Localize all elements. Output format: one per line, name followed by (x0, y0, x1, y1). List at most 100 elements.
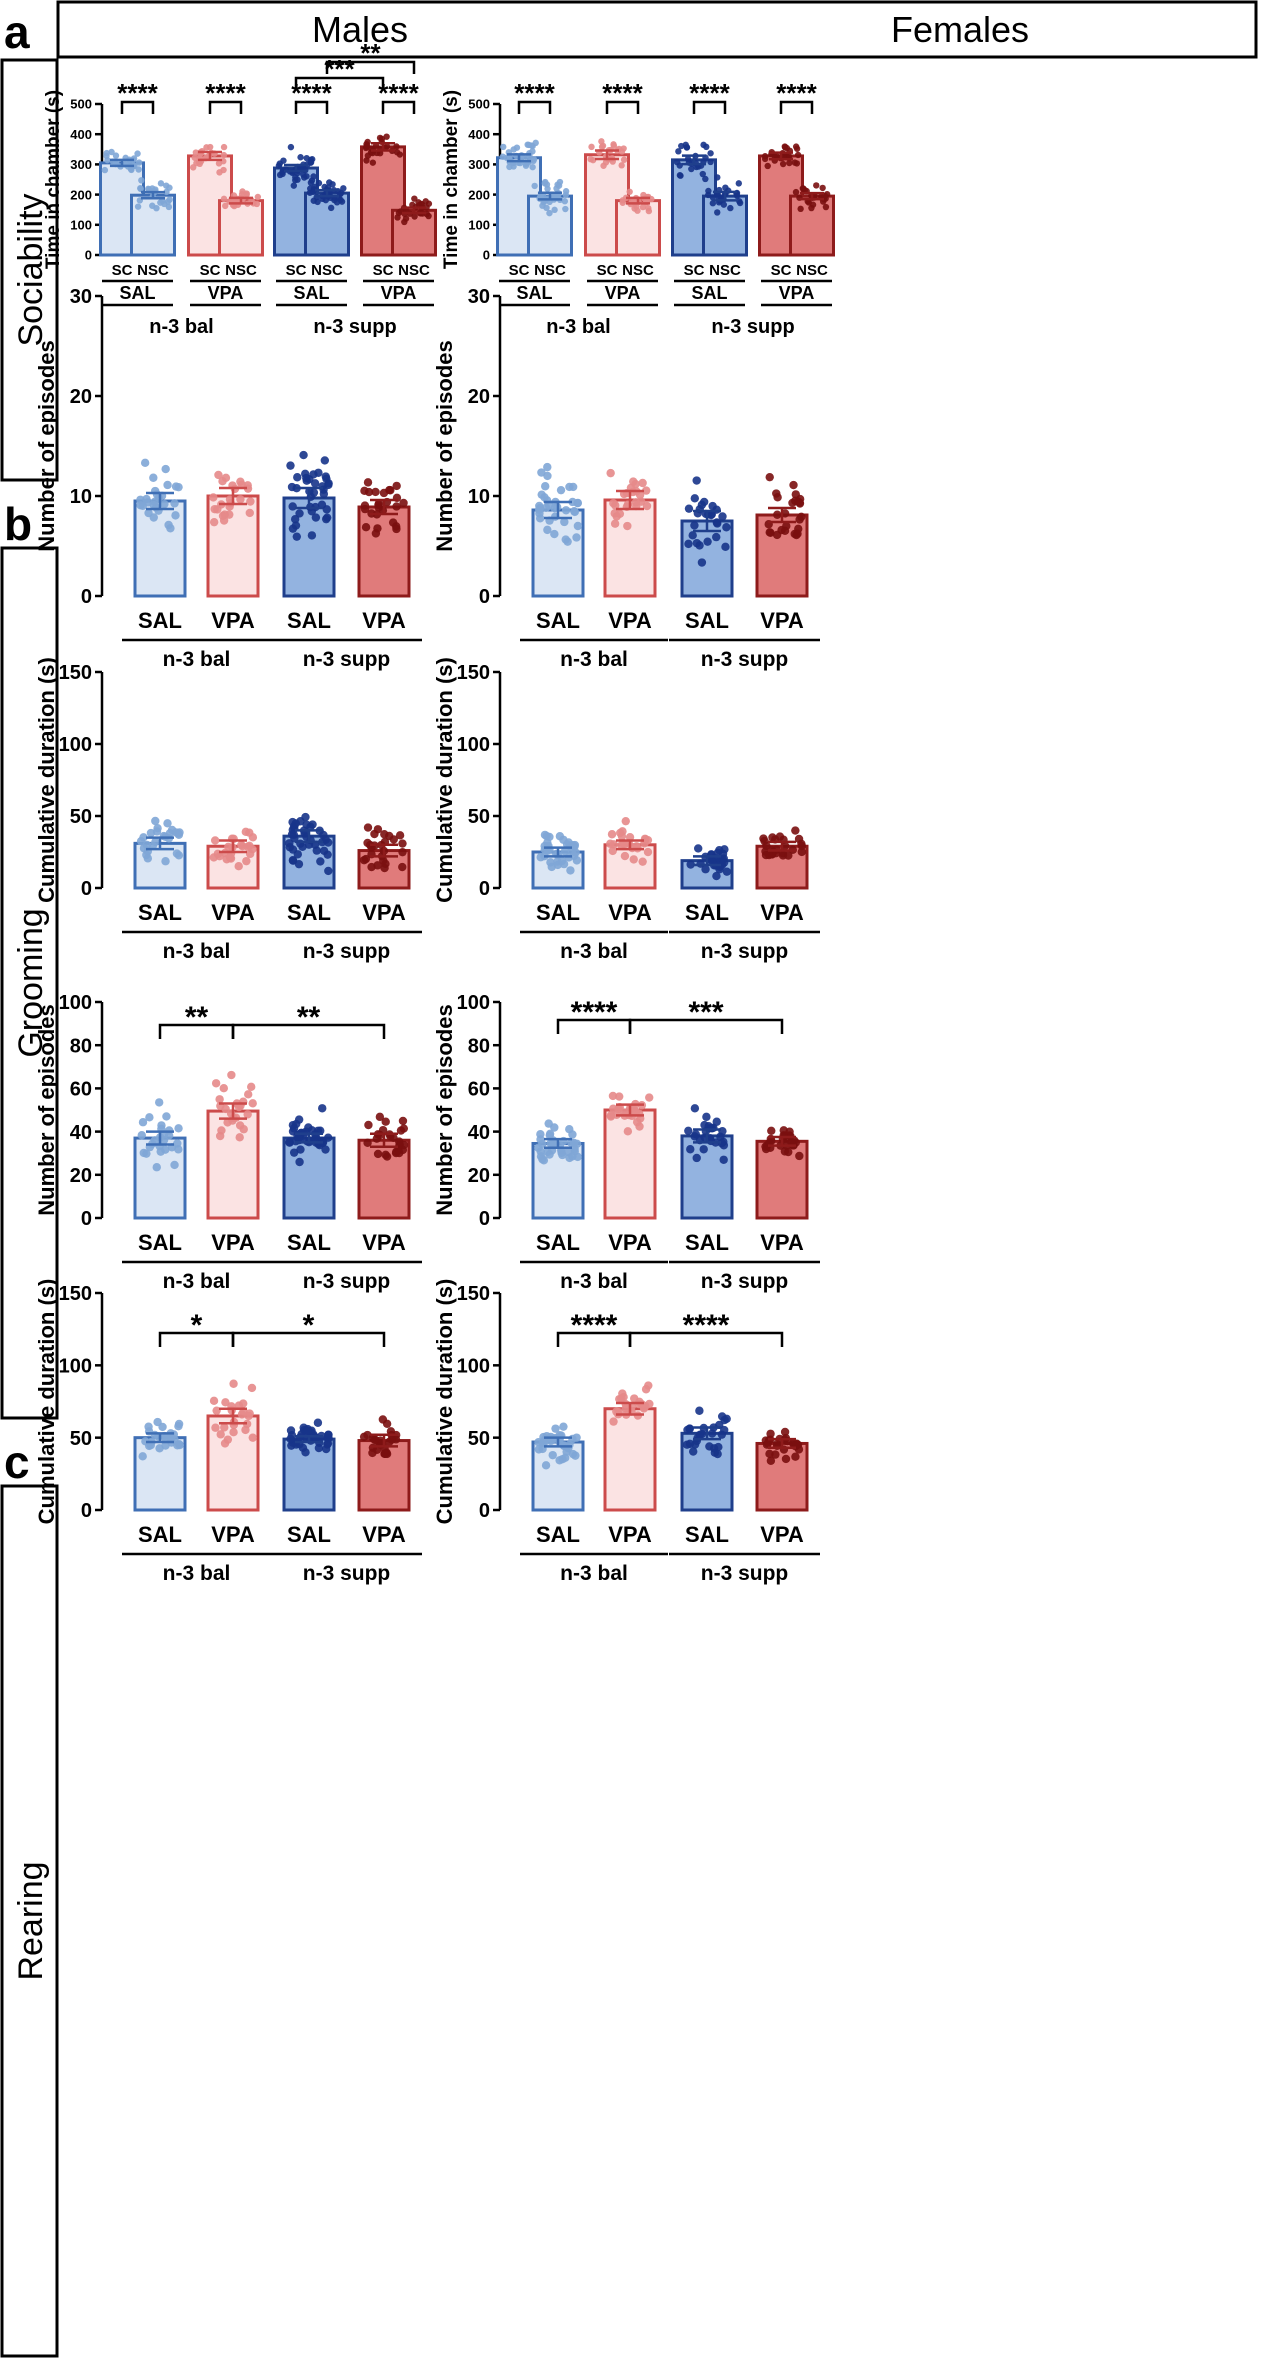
data-point (699, 1145, 708, 1154)
significance-label: *** (324, 54, 355, 84)
data-point (340, 185, 347, 192)
data-point (557, 856, 567, 866)
y-tick-label: 0 (81, 878, 92, 900)
diet-label: n-3 bal (149, 316, 213, 338)
data-point (170, 1160, 179, 1170)
data-point (819, 184, 826, 192)
x-tick-label: VPA (211, 1522, 255, 1547)
data-point (598, 138, 605, 145)
data-point (620, 851, 630, 861)
data-point (392, 481, 401, 491)
data-point (623, 521, 632, 531)
data-point (705, 191, 712, 199)
data-point (612, 512, 621, 521)
data-point (236, 495, 245, 504)
data-point (287, 482, 297, 492)
significance-label: **** (689, 78, 730, 108)
data-point (543, 471, 552, 481)
data-point (792, 188, 800, 196)
data-point (623, 1127, 633, 1136)
data-point (243, 1110, 252, 1119)
data-point (572, 1433, 581, 1442)
data-point (572, 856, 582, 865)
data-point (307, 156, 315, 164)
data-point (215, 1095, 224, 1104)
data-point (773, 510, 782, 519)
data-point (327, 204, 335, 212)
x-tick-label: SAL (536, 1230, 580, 1255)
data-point (784, 851, 793, 860)
data-point (690, 521, 699, 530)
data-point (568, 1130, 577, 1139)
data-point (151, 816, 160, 826)
data-point (539, 202, 546, 209)
data-point (541, 503, 551, 512)
data-point (361, 522, 371, 532)
data-point (398, 1116, 408, 1126)
y-tick-label: 60 (70, 1079, 92, 1101)
diet-label: n-3 bal (163, 648, 231, 671)
data-point (500, 143, 507, 151)
data-point (572, 533, 581, 542)
data-point (779, 1131, 788, 1140)
data-point (373, 861, 382, 870)
significance-bracket (231, 1331, 386, 1347)
data-point (712, 518, 722, 527)
data-point (712, 1117, 721, 1126)
data-point (288, 845, 298, 854)
data-point (364, 138, 371, 146)
data-point (556, 485, 566, 495)
significance-label: **** (776, 78, 817, 108)
data-point (629, 855, 638, 864)
data-point (712, 871, 721, 881)
data-point (392, 524, 401, 534)
data-point (562, 205, 569, 213)
data-point (164, 1131, 174, 1140)
data-point (174, 1439, 184, 1449)
x-tick-label: NSC (796, 262, 828, 279)
data-point (209, 517, 219, 527)
data-point (139, 833, 148, 842)
data-point (381, 859, 390, 869)
data-point (619, 199, 626, 206)
significance-bracket (294, 100, 329, 114)
diet-label: n-3 bal (560, 940, 628, 963)
data-point (538, 1154, 547, 1164)
data-point (144, 1422, 153, 1431)
data-point (221, 473, 231, 483)
data-point (719, 1155, 728, 1164)
data-point (395, 831, 405, 840)
data-point (791, 496, 800, 506)
data-point (689, 1447, 698, 1456)
x-tick-label: VPA (760, 1522, 804, 1547)
significance-bracket (208, 100, 243, 114)
y-tick-label: 20 (468, 1165, 490, 1187)
data-point (795, 515, 804, 524)
data-point (399, 498, 408, 508)
data-point (571, 1451, 580, 1460)
diet-label: n-3 supp (701, 1562, 789, 1585)
data-point (313, 1418, 323, 1427)
y-tick-label: 100 (457, 992, 490, 1014)
data-point (541, 1461, 551, 1470)
data-point (529, 163, 536, 171)
data-point (229, 1428, 238, 1437)
data-point (794, 151, 802, 159)
data-point (142, 850, 151, 860)
data-point (295, 1157, 304, 1167)
data-point (530, 157, 537, 165)
data-point (372, 1445, 382, 1454)
data-point (288, 502, 297, 511)
data-point (152, 827, 162, 836)
data-point (103, 149, 110, 157)
x-tick-label: SAL (287, 1230, 331, 1255)
data-point (221, 1104, 230, 1114)
significance-bracket (294, 76, 385, 90)
data-point (219, 516, 229, 525)
data-point (243, 842, 253, 851)
data-point (131, 162, 138, 170)
y-tick-label: 20 (70, 1165, 92, 1187)
y-tick-label: 300 (70, 157, 92, 172)
data-point (784, 1147, 793, 1157)
data-point (772, 530, 782, 540)
